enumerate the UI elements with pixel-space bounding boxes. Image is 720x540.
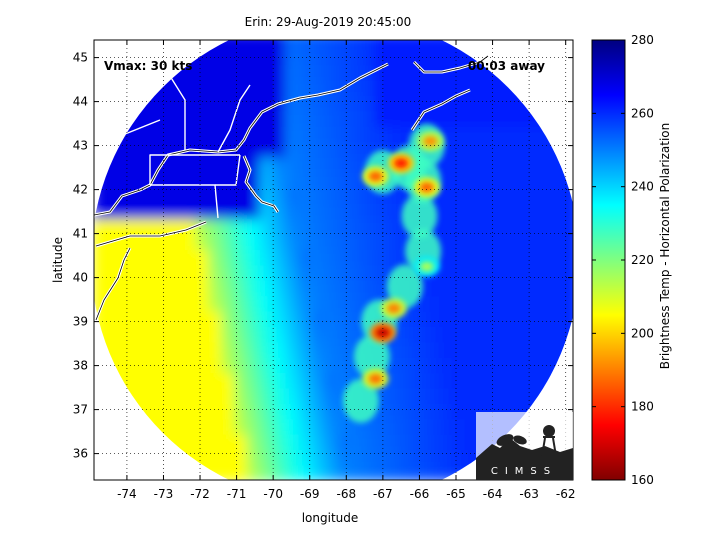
y-tick-label: 41 (73, 227, 88, 241)
convective-band-blob (342, 378, 379, 423)
cold-cell (423, 136, 438, 147)
y-tick-label: 37 (73, 403, 88, 417)
colorbar-tick-label: 200 (631, 326, 654, 340)
cold-cell (368, 171, 383, 182)
x-tick-label: -62 (556, 487, 576, 501)
y-tick-label: 44 (73, 95, 88, 109)
y-axis-label: latitude (51, 237, 65, 283)
colorbar-tick-label: 180 (631, 400, 654, 414)
y-tick-label: 43 (73, 139, 88, 153)
convective-band-blob (353, 334, 390, 379)
colorbar-tick-label: 280 (631, 33, 654, 47)
time-away-annotation: 00:03 away (468, 59, 545, 73)
y-tick-label: 40 (73, 271, 88, 285)
y-tick-label: 39 (73, 315, 88, 329)
colorbar: 160 180 200 220 240 260 280 Brightness Temp - … (591, 33, 672, 487)
x-axis-label: longitude (302, 511, 359, 525)
colorbar-tick-label: 240 (631, 180, 654, 194)
cold-cell (386, 303, 401, 314)
vmax-annotation: Vmax: 30 kts (104, 59, 192, 73)
x-tick-label: -73 (154, 487, 174, 501)
colorbar-tick-label: 160 (631, 473, 654, 487)
y-tick-label: 45 (73, 51, 88, 65)
y-tick-label: 36 (73, 447, 88, 461)
x-tick-label: -66 (410, 487, 430, 501)
cold-cell (419, 261, 434, 272)
axes-frame (93, 39, 574, 481)
cold-cell (394, 158, 409, 169)
cold-cell (419, 182, 434, 193)
x-tick-label: -70 (263, 487, 283, 501)
colorbar-tick-label: 260 (631, 106, 654, 120)
plot-area (94, 40, 573, 480)
colorbar-gradient (591, 39, 626, 481)
y-tick-label: 38 (73, 359, 88, 373)
colorbar-tick-label: 220 (631, 253, 654, 267)
cimss-logo-text: CIMSS (491, 466, 557, 477)
x-tick-label: -67 (373, 487, 393, 501)
chart-title: Erin: 29-Aug-2019 20:45:00 (245, 15, 412, 29)
colorbar-label: Brightness Temp - Horizontal Polarizatio… (658, 123, 672, 370)
x-tick-label: -64 (483, 487, 503, 501)
x-tick-label: -74 (117, 487, 137, 501)
x-tick-label: -71 (227, 487, 247, 501)
x-tick-label: -65 (446, 487, 466, 501)
convective-band-blob (386, 264, 423, 309)
cold-cell (368, 373, 383, 384)
x-tick-label: -68 (336, 487, 356, 501)
coastline-overlay (94, 54, 489, 321)
x-tick-label: -63 (519, 487, 539, 501)
cimss-logo: CIMSS (476, 412, 573, 480)
x-tick-label: -72 (190, 487, 210, 501)
y-tick-label: 42 (73, 183, 88, 197)
grid-lines (94, 40, 573, 480)
x-tick-label: -69 (300, 487, 320, 501)
